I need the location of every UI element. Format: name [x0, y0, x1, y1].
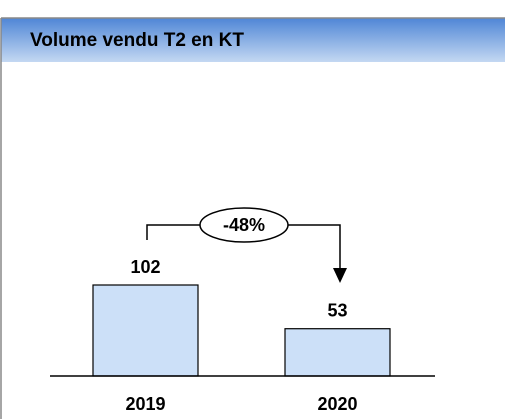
- annotation: -48%: [223, 215, 265, 235]
- arrow-head: [333, 268, 347, 283]
- x-tick-label: 2020: [317, 394, 357, 414]
- data-label: 102: [130, 257, 160, 277]
- bar: [284, 328, 391, 377]
- change-bracket: [146, 224, 341, 272]
- bar: [92, 284, 199, 377]
- data-label: 53: [327, 300, 347, 320]
- x-tick-label: 2019: [125, 394, 165, 414]
- annotation-oval: [199, 207, 289, 243]
- chart-title: Volume vendu T2 en KT: [30, 30, 244, 51]
- title-bar: [1, 18, 505, 62]
